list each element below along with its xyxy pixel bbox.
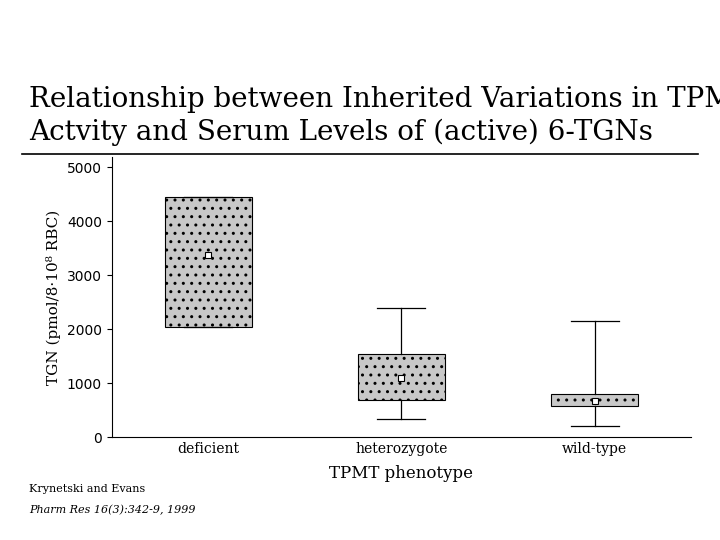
X-axis label: TPMT phenotype: TPMT phenotype (329, 464, 474, 482)
Text: Actvity and Serum Levels of (active) 6-TGNs: Actvity and Serum Levels of (active) 6-T… (29, 118, 652, 146)
Text: Relationship between Inherited Variations in TPMT: Relationship between Inherited Variation… (29, 86, 720, 113)
Bar (358, 354, 445, 400)
Y-axis label: TGN (pmol/8·10⁸ RBC): TGN (pmol/8·10⁸ RBC) (46, 210, 61, 384)
Text: Pharm Res 16(3):342-9, 1999: Pharm Res 16(3):342-9, 1999 (29, 505, 195, 516)
Bar (165, 197, 252, 327)
Bar (551, 394, 638, 406)
Text: Krynetski and Evans: Krynetski and Evans (29, 484, 145, 494)
